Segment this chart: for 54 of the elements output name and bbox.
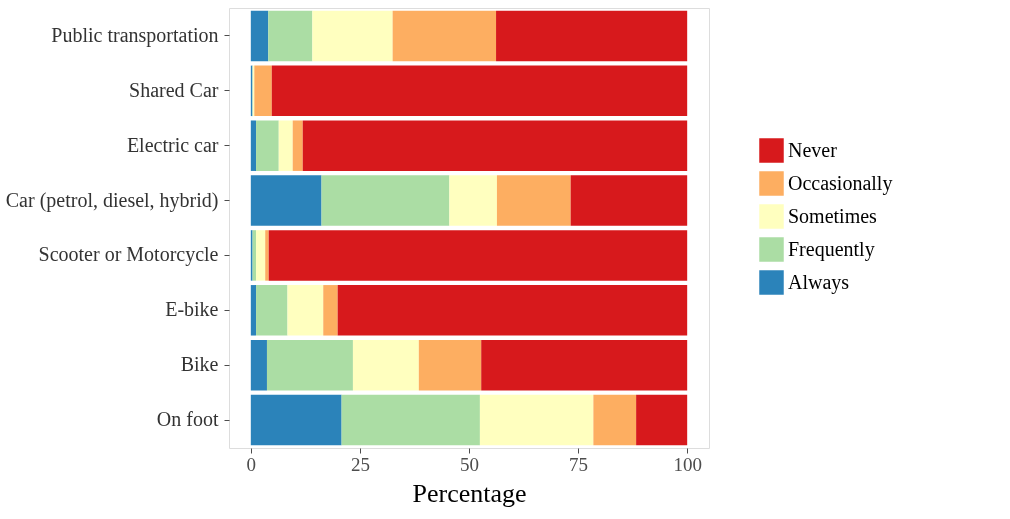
bar (266, 339, 353, 391)
bar (250, 339, 267, 391)
y-tick-label: Electric car (126, 133, 219, 156)
legend-label: Occasionally (788, 171, 893, 195)
legend-label: Never (788, 138, 838, 161)
legend-label: Frequently (788, 237, 875, 261)
x-tick-label: 75 (569, 453, 589, 475)
bar (323, 285, 338, 336)
bar (337, 285, 688, 336)
bar (268, 230, 688, 281)
bar (250, 175, 322, 226)
legend-label: Sometimes (788, 204, 878, 227)
bar (481, 339, 688, 391)
bar (636, 394, 688, 446)
bar (287, 285, 324, 336)
y-tick-label: E-bike (165, 298, 219, 321)
x-tick-label: 50 (460, 453, 479, 475)
x-axis-title: Percentage (412, 478, 527, 508)
bar (449, 175, 497, 226)
y-tick-label: Shared Car (129, 78, 219, 101)
bar (265, 230, 269, 281)
bar (256, 285, 288, 336)
bar (341, 394, 480, 446)
y-tick-label: On foot (156, 408, 219, 431)
bar (302, 120, 688, 171)
x-tick-label: 25 (350, 453, 370, 475)
y-tick-label: Car (petrol, diesel, hybrid) (5, 188, 219, 212)
legend-label: Always (788, 270, 850, 294)
bar (250, 10, 269, 62)
bar (496, 175, 571, 226)
bar (250, 394, 342, 446)
bar (479, 394, 594, 446)
y-tick-label: Scooter or Motorcycle (38, 243, 219, 267)
bar (292, 120, 303, 171)
bar (278, 120, 293, 171)
bar (250, 120, 257, 171)
bar (352, 339, 419, 391)
bar (254, 65, 272, 117)
bar (593, 394, 637, 446)
bar (418, 339, 482, 391)
y-tick-label: Public transportation (51, 23, 219, 47)
bar (256, 120, 279, 171)
bar (250, 285, 257, 336)
x-tick-label: 100 (673, 453, 702, 475)
x-tick-label: 0 (246, 453, 257, 475)
bar (256, 230, 266, 281)
bar (312, 10, 393, 62)
bar (496, 10, 688, 62)
bar (570, 175, 688, 226)
bar (392, 10, 497, 62)
bar (271, 65, 688, 117)
bar (268, 10, 313, 62)
bar (321, 175, 450, 226)
y-tick-label: Bike (180, 353, 219, 376)
